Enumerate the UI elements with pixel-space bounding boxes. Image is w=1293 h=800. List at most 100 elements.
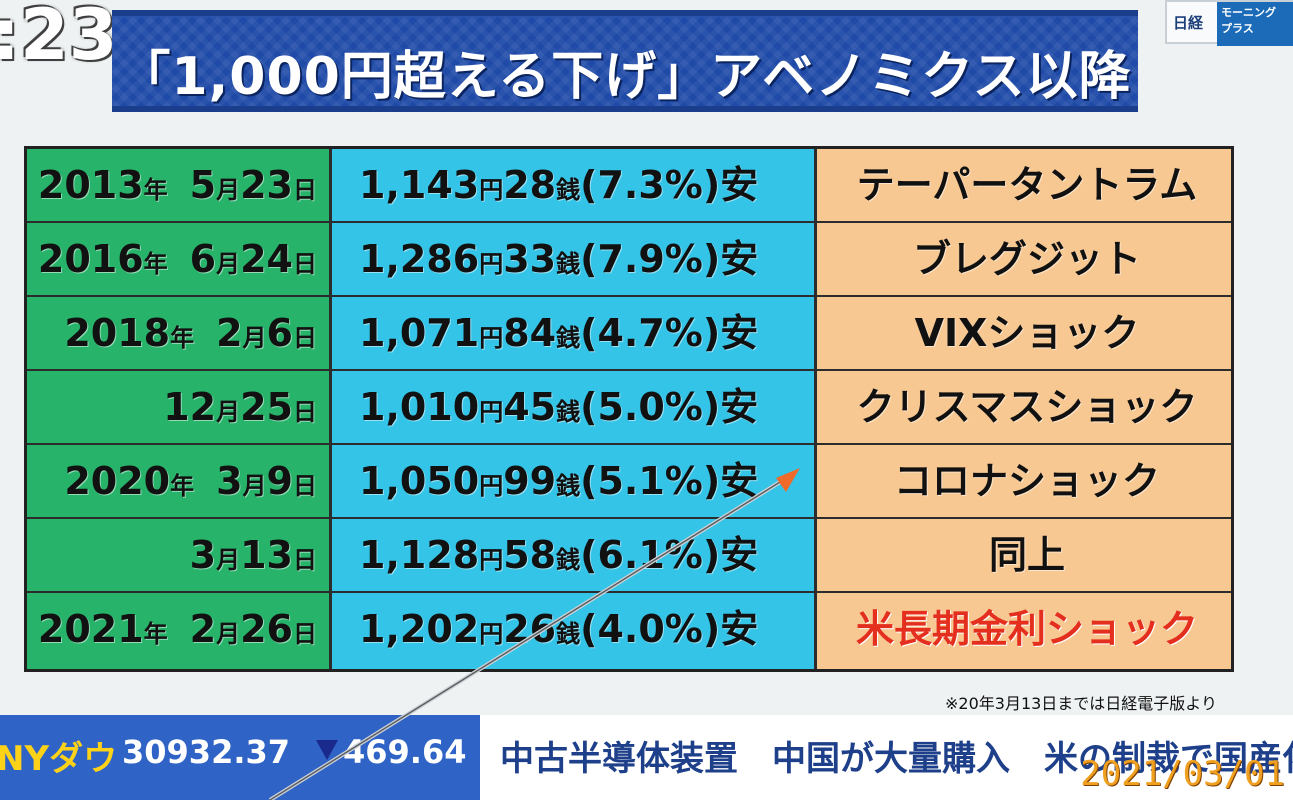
- date-year: 2021: [37, 607, 144, 651]
- date-day-unit: 日: [293, 620, 317, 648]
- column-divider: [329, 149, 332, 669]
- amount-sen: 45: [503, 385, 557, 429]
- date-year: 2020: [64, 459, 171, 503]
- date-year-unit: 年: [143, 176, 168, 204]
- date-month: 3: [216, 459, 243, 503]
- date-month: 6: [189, 237, 217, 281]
- row-event: クリスマスショック: [856, 385, 1198, 429]
- drop-history-table: 2013年 5月23日 1,143円28銭(7.3%)安 テーパータントラム 2016年…: [24, 146, 1234, 672]
- logo-program-text: モーニング プラス: [1217, 2, 1293, 46]
- amount-percent: (5.1%)安: [580, 459, 759, 503]
- clock-time: :23: [0, 0, 118, 76]
- row-divider: [27, 369, 1231, 371]
- page-title: 「1,000円超える下げ」アベノミクス以降: [118, 47, 1132, 107]
- date-day: 13: [240, 533, 293, 577]
- date-year: 2013: [37, 163, 144, 207]
- date-year: 2016: [37, 237, 144, 281]
- index-name: NYダウ: [0, 739, 118, 779]
- date-day-unit: 日: [293, 176, 317, 204]
- amount-yen: 1,143: [359, 163, 480, 207]
- date-month: 2: [189, 607, 217, 651]
- row-divider: [27, 221, 1231, 223]
- row-divider: [27, 443, 1231, 445]
- amount-yen-unit: 円: [479, 176, 504, 204]
- date-year-unit: 年: [170, 324, 195, 352]
- amount-sen: 33: [503, 237, 557, 281]
- amount-yen-unit: 円: [479, 324, 504, 352]
- row-date: 2021年 2月26日: [27, 593, 317, 665]
- title-banner: 「1,000円超える下げ」アベノミクス以降: [112, 10, 1138, 112]
- date-month-unit: 月: [216, 398, 241, 426]
- index-value: 30932.37: [122, 733, 291, 771]
- row-event: コロナショック: [893, 459, 1160, 503]
- row-event: 米長期金利ショック: [855, 607, 1198, 651]
- event-column-bg: [817, 149, 1231, 669]
- row-event: ブレグジット: [912, 237, 1141, 281]
- table-row: 2018年 2月6日 1,071円84銭(4.7%)安 VIXショック: [27, 297, 1231, 371]
- table-row: 2013年 5月23日 1,143円28銭(7.3%)安 テーパータントラム: [27, 149, 1231, 223]
- amount-percent: (4.0%)安: [580, 607, 759, 651]
- row-drop-amount: 1,202円26銭(4.0%)安: [359, 593, 809, 665]
- table-row: 12月25日 1,010円45銭(5.0%)安 クリスマスショック: [27, 371, 1231, 445]
- row-drop-amount: 1,050円99銭(5.1%)安: [359, 445, 809, 517]
- date-day-unit: 日: [293, 546, 317, 574]
- amount-sen-unit: 銭: [556, 546, 581, 574]
- amount-yen: 1,202: [359, 607, 480, 651]
- amount-percent: (6.1%)安: [580, 533, 759, 577]
- date-month: 3: [189, 533, 217, 577]
- date-month-unit: 月: [242, 472, 267, 500]
- row-date: 2018年 2月6日: [27, 297, 317, 369]
- row-drop-amount: 1,128円58銭(6.1%)安: [359, 519, 809, 591]
- row-date: 12月25日: [27, 371, 317, 443]
- date-day: 24: [240, 237, 293, 281]
- amount-yen: 1,128: [359, 533, 480, 577]
- amount-yen: 1,071: [359, 311, 480, 355]
- row-drop-amount: 1,143円28銭(7.3%)安: [359, 149, 809, 221]
- down-triangle-icon: [316, 740, 338, 760]
- amount-percent: (5.0%)安: [580, 385, 759, 429]
- amount-yen-unit: 円: [479, 398, 504, 426]
- row-drop-amount: 1,010円45銭(5.0%)安: [359, 371, 809, 443]
- amount-yen-unit: 円: [479, 472, 504, 500]
- amount-sen: 58: [503, 533, 557, 577]
- date-month: 5: [189, 163, 217, 207]
- row-date: 2020年 3月9日: [27, 445, 317, 517]
- table-row: 2021年 2月26日 1,202円26銭(4.0%)安 米長期金利ショック: [27, 593, 1231, 667]
- news-ticker: NYダウ 30932.37 469.64 中古半導体装置 中国が大量購入 米の制…: [0, 715, 1293, 800]
- amount-yen-unit: 円: [479, 546, 504, 574]
- date-year-unit: 年: [170, 472, 195, 500]
- amount-yen-unit: 円: [479, 250, 504, 278]
- date-day: 23: [240, 163, 293, 207]
- index-change: 469.64: [343, 733, 467, 771]
- amount-percent: (7.3%)安: [580, 163, 759, 207]
- row-divider: [27, 295, 1231, 297]
- amount-sen-unit: 銭: [556, 176, 581, 204]
- amount-percent: (4.7%)安: [580, 311, 759, 355]
- logo-nikkei-text: 日経: [1173, 14, 1204, 32]
- amount-sen: 84: [503, 311, 557, 355]
- amount-sen-unit: 銭: [556, 472, 581, 500]
- amount-sen-unit: 銭: [556, 398, 581, 426]
- row-event: VIXショック: [914, 311, 1140, 355]
- amount-sen: 99: [503, 459, 557, 503]
- amount-sen: 28: [503, 163, 557, 207]
- date-day: 6: [266, 311, 293, 355]
- date-day-unit: 日: [293, 324, 317, 352]
- row-event: 同上: [988, 533, 1065, 577]
- date-month-unit: 月: [216, 176, 241, 204]
- date-year-unit: 年: [143, 620, 168, 648]
- date-month-unit: 月: [242, 324, 267, 352]
- column-divider: [814, 149, 817, 669]
- row-drop-amount: 1,071円84銭(4.7%)安: [359, 297, 809, 369]
- date-year-unit: 年: [143, 250, 168, 278]
- date-month-unit: 月: [216, 250, 241, 278]
- date-month-unit: 月: [216, 620, 241, 648]
- amount-yen: 1,010: [359, 385, 480, 429]
- date-day: 26: [240, 607, 293, 651]
- row-date: 3月13日: [27, 519, 317, 591]
- row-drop-amount: 1,286円33銭(7.9%)安: [359, 223, 809, 295]
- date-month: 2: [216, 311, 243, 355]
- amount-sen-unit: 銭: [556, 620, 581, 648]
- date-day-unit: 日: [293, 472, 317, 500]
- row-date: 2013年 5月23日: [27, 149, 317, 221]
